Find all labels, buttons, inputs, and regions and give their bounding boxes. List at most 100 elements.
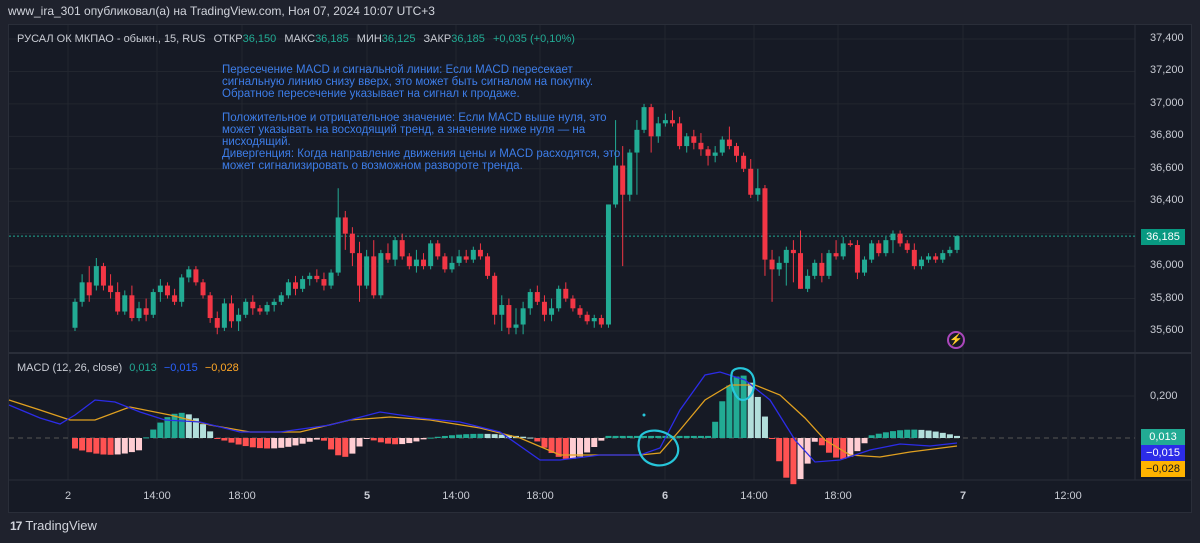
symbol-title[interactable]: РУСАЛ ОК МКПАО - обыкн., 15, RUS — [17, 33, 206, 45]
time-axis-tick: 18:00 — [824, 490, 852, 502]
candle-body — [591, 318, 597, 322]
macd-histogram-bar — [705, 435, 712, 438]
price-axis-tick: 36,000 — [1150, 259, 1184, 272]
candle-body — [648, 107, 654, 137]
lightning-event-icon[interactable]: ⚡ — [947, 331, 965, 349]
annotation-note[interactable]: Пересечение MACD и сигнальной линии: Есл… — [222, 64, 632, 172]
candle-body — [485, 256, 491, 276]
candle-body — [890, 233, 896, 241]
macd-histogram-bar — [306, 438, 313, 442]
candle-body — [897, 233, 903, 244]
candle-body — [157, 285, 163, 293]
macd-histogram-bar — [349, 438, 356, 454]
tradingview-logo[interactable]: 17 TradingView — [10, 518, 97, 533]
macd-histogram-bar — [256, 438, 263, 449]
macd-histogram-bar — [726, 385, 733, 438]
macd-signal-value: −0,028 — [204, 362, 239, 374]
macd-histogram-bar — [121, 438, 128, 454]
candle-body — [392, 240, 398, 260]
time-axis-tick: 14:00 — [442, 490, 470, 502]
macd-histogram-bar — [164, 417, 171, 438]
macd-histogram-bar — [918, 429, 925, 438]
candle-body — [627, 152, 633, 195]
price-axis-tick: 35,600 — [1150, 324, 1184, 336]
macd-histogram-bar — [889, 431, 896, 438]
candle-body — [556, 288, 562, 309]
open-value: 36,150 — [242, 33, 277, 45]
macd-histogram-bar — [882, 432, 889, 438]
candle-body — [214, 318, 220, 328]
candle-body — [577, 308, 583, 315]
publisher-line: www_ira_301 опубликовал(а) на TradingVie… — [8, 4, 435, 18]
annotation-dot — [642, 413, 646, 417]
candle-body — [520, 308, 526, 325]
macd-histogram-bar — [641, 435, 648, 438]
candle-body — [129, 295, 135, 319]
candle-body — [584, 314, 590, 322]
candle-body — [698, 142, 704, 150]
annotation-circle — [730, 367, 756, 402]
candle-body — [300, 279, 306, 289]
macd-histogram-bar — [406, 438, 413, 444]
candle-body — [221, 303, 227, 328]
low-value: 36,125 — [381, 33, 416, 45]
macd-histogram-bar — [143, 437, 150, 439]
macd-histogram-bar — [157, 422, 164, 438]
macd-histogram-bar — [292, 438, 299, 446]
candle-body — [748, 168, 754, 195]
macd-histogram-bar — [712, 421, 719, 438]
macd-histogram-bar — [861, 438, 868, 444]
macd-histogram-bar — [740, 375, 747, 438]
macd-legend: MACD (12, 26, close) 0,013 −0,015 −0,028 — [17, 362, 239, 374]
candle-body — [613, 165, 619, 205]
macd-histogram-bar — [221, 438, 228, 441]
macd-axis-tick: 0,200 — [1150, 390, 1178, 402]
candle-body — [278, 295, 284, 302]
price-axis-tick: 37,200 — [1150, 64, 1184, 77]
candle-body — [93, 266, 99, 286]
macd-histogram-bar — [335, 438, 342, 456]
candle-body — [926, 256, 932, 260]
macd-histogram-value: 0,013 — [129, 362, 157, 374]
candle-body — [86, 282, 92, 296]
candle-body — [933, 256, 939, 260]
macd-histogram-bar — [477, 433, 484, 438]
time-axis-tick: 14:00 — [740, 490, 768, 502]
time-axis-tick: 12:00 — [1054, 490, 1082, 502]
candle-body — [513, 324, 519, 328]
macd-histogram-bar — [733, 376, 740, 438]
macd-title[interactable]: MACD (12, 26, close) — [17, 362, 123, 374]
candle-body — [136, 308, 142, 319]
candle-body — [207, 295, 213, 319]
macd-histogram-bar — [939, 432, 946, 438]
macd-histogram-bar — [619, 435, 626, 438]
candle-body — [534, 292, 540, 302]
candle-body — [854, 245, 860, 273]
note-zero-line: Положительное и отрицательное значение: … — [222, 112, 607, 148]
candle-body — [293, 282, 298, 289]
macd-histogram-bar — [633, 435, 640, 438]
macd-histogram-bar — [875, 433, 882, 438]
candle-body — [271, 301, 277, 306]
macd-histogram-bar — [384, 438, 391, 444]
macd-histogram-bar — [520, 436, 527, 438]
macd-histogram-bar — [86, 438, 93, 453]
tradingview-brand: TradingView — [25, 518, 97, 533]
low-label: МИН — [356, 33, 382, 45]
candle-body — [335, 217, 341, 273]
macd-histogram-bar — [562, 438, 569, 459]
macd-histogram-bar — [548, 438, 555, 454]
candle-body — [321, 279, 327, 286]
macd-histogram-bar — [150, 429, 157, 438]
candle-body — [762, 188, 768, 260]
candle-body — [399, 240, 405, 257]
macd-histogram-bar — [100, 438, 107, 455]
candle-body — [257, 308, 263, 312]
macd-histogram-bar — [392, 438, 399, 445]
candle-body — [179, 277, 185, 302]
candle-body — [798, 253, 804, 289]
candle-body — [911, 249, 917, 267]
candle-body — [819, 262, 825, 276]
macd-histogram-bar — [178, 412, 185, 438]
